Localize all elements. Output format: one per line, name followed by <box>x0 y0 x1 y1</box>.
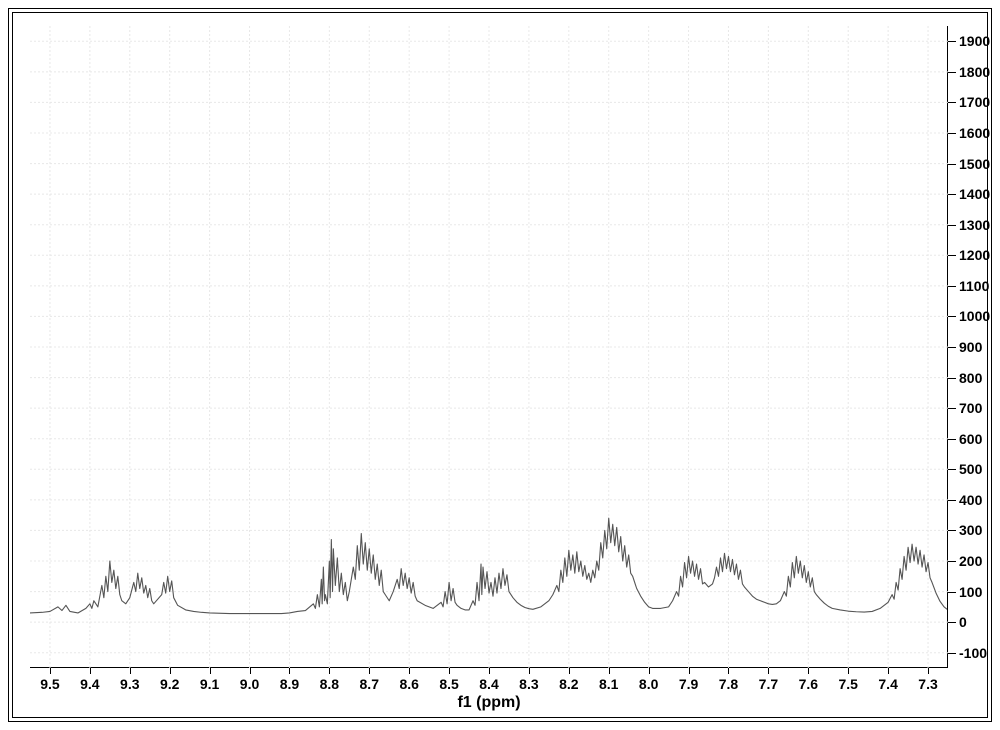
x-tick-mark <box>409 668 410 674</box>
y-tick-mark <box>948 133 956 134</box>
y-tick-mark <box>948 530 956 531</box>
x-tick-mark <box>768 668 769 674</box>
x-tick-label: 7.4 <box>878 676 897 692</box>
y-tick-mark <box>948 225 956 226</box>
x-tick-label: 8.6 <box>399 676 418 692</box>
y-tick-mark <box>948 164 956 165</box>
chart-frame: f1 (ppm) 9.5 9.4 9.3 9.2 9.1 9.0 8.9 8.8 8.7 8.6 8… <box>8 8 992 722</box>
x-tick-mark <box>130 668 131 674</box>
spectrum-svg <box>30 26 947 667</box>
y-tick-label: 300 <box>959 522 982 538</box>
y-tick-label: 700 <box>959 400 982 416</box>
y-tick-label: 1400 <box>959 186 990 202</box>
x-tick-label: 7.7 <box>759 676 778 692</box>
y-tick-mark <box>948 347 956 348</box>
y-tick-label: 800 <box>959 370 982 386</box>
x-tick-mark <box>90 668 91 674</box>
y-tick-label: 200 <box>959 553 982 569</box>
x-tick-mark <box>369 668 370 674</box>
x-tick-label: 7.9 <box>679 676 698 692</box>
x-tick-mark <box>210 668 211 674</box>
x-tick-mark <box>449 668 450 674</box>
x-tick-label: 9.0 <box>240 676 259 692</box>
y-tick-mark <box>948 41 956 42</box>
y-tick-label: 1100 <box>959 278 989 294</box>
x-tick-label: 7.6 <box>799 676 818 692</box>
y-tick-label: 1600 <box>959 125 990 141</box>
y-tick-mark <box>948 408 956 409</box>
x-tick-label: 9.4 <box>80 676 99 692</box>
x-tick-label: 8.3 <box>519 676 538 692</box>
x-tick-label: 7.8 <box>719 676 738 692</box>
y-tick-label: 500 <box>959 461 982 477</box>
x-tick-mark <box>888 668 889 674</box>
x-tick-label: 8.8 <box>320 676 339 692</box>
y-tick-mark <box>948 255 956 256</box>
x-tick-label: 9.1 <box>200 676 219 692</box>
x-tick-mark <box>728 668 729 674</box>
y-tick-mark <box>948 622 956 623</box>
x-tick-label: 9.3 <box>120 676 139 692</box>
plot-area <box>30 26 948 668</box>
x-tick-mark <box>848 668 849 674</box>
y-tick-label: 1900 <box>959 33 990 49</box>
y-tick-mark <box>948 500 956 501</box>
y-tick-label: 600 <box>959 431 982 447</box>
y-tick-mark <box>948 286 956 287</box>
x-axis-title: f1 (ppm) <box>457 694 520 712</box>
x-tick-mark <box>250 668 251 674</box>
y-tick-mark <box>948 592 956 593</box>
x-tick-mark <box>649 668 650 674</box>
y-tick-label: 1000 <box>959 308 990 324</box>
y-tick-label: 400 <box>959 492 982 508</box>
y-tick-label: 0 <box>959 614 967 630</box>
x-tick-label: 8.0 <box>639 676 658 692</box>
y-tick-mark <box>948 653 956 654</box>
y-tick-mark <box>948 561 956 562</box>
y-tick-label: 100 <box>959 584 982 600</box>
y-tick-label: 1500 <box>959 156 990 172</box>
y-tick-mark <box>948 316 956 317</box>
x-tick-label: 8.1 <box>599 676 618 692</box>
x-tick-label: 8.7 <box>360 676 379 692</box>
y-tick-label: -100 <box>959 645 987 661</box>
y-tick-mark <box>948 102 956 103</box>
x-tick-mark <box>489 668 490 674</box>
x-tick-mark <box>50 668 51 674</box>
x-tick-mark <box>170 668 171 674</box>
x-tick-mark <box>928 668 929 674</box>
x-tick-label: 7.5 <box>838 676 857 692</box>
x-tick-label: 8.5 <box>439 676 458 692</box>
x-tick-label: 8.2 <box>559 676 578 692</box>
x-tick-mark <box>569 668 570 674</box>
y-tick-mark <box>948 194 956 195</box>
y-tick-mark <box>948 439 956 440</box>
y-tick-mark <box>948 469 956 470</box>
x-tick-label: 9.5 <box>40 676 59 692</box>
y-tick-label: 900 <box>959 339 982 355</box>
x-tick-label: 7.3 <box>918 676 937 692</box>
y-tick-label: 1300 <box>959 217 990 233</box>
x-tick-mark <box>529 668 530 674</box>
x-tick-mark <box>808 668 809 674</box>
y-tick-mark <box>948 72 956 73</box>
y-tick-label: 1700 <box>959 94 990 110</box>
x-tick-label: 8.4 <box>479 676 498 692</box>
y-tick-mark <box>948 378 956 379</box>
x-tick-mark <box>329 668 330 674</box>
x-tick-mark <box>689 668 690 674</box>
x-tick-mark <box>289 668 290 674</box>
y-tick-label: 1800 <box>959 64 990 80</box>
x-tick-mark <box>609 668 610 674</box>
x-tick-label: 9.2 <box>160 676 179 692</box>
y-tick-label: 1200 <box>959 247 990 263</box>
x-tick-label: 8.9 <box>280 676 299 692</box>
